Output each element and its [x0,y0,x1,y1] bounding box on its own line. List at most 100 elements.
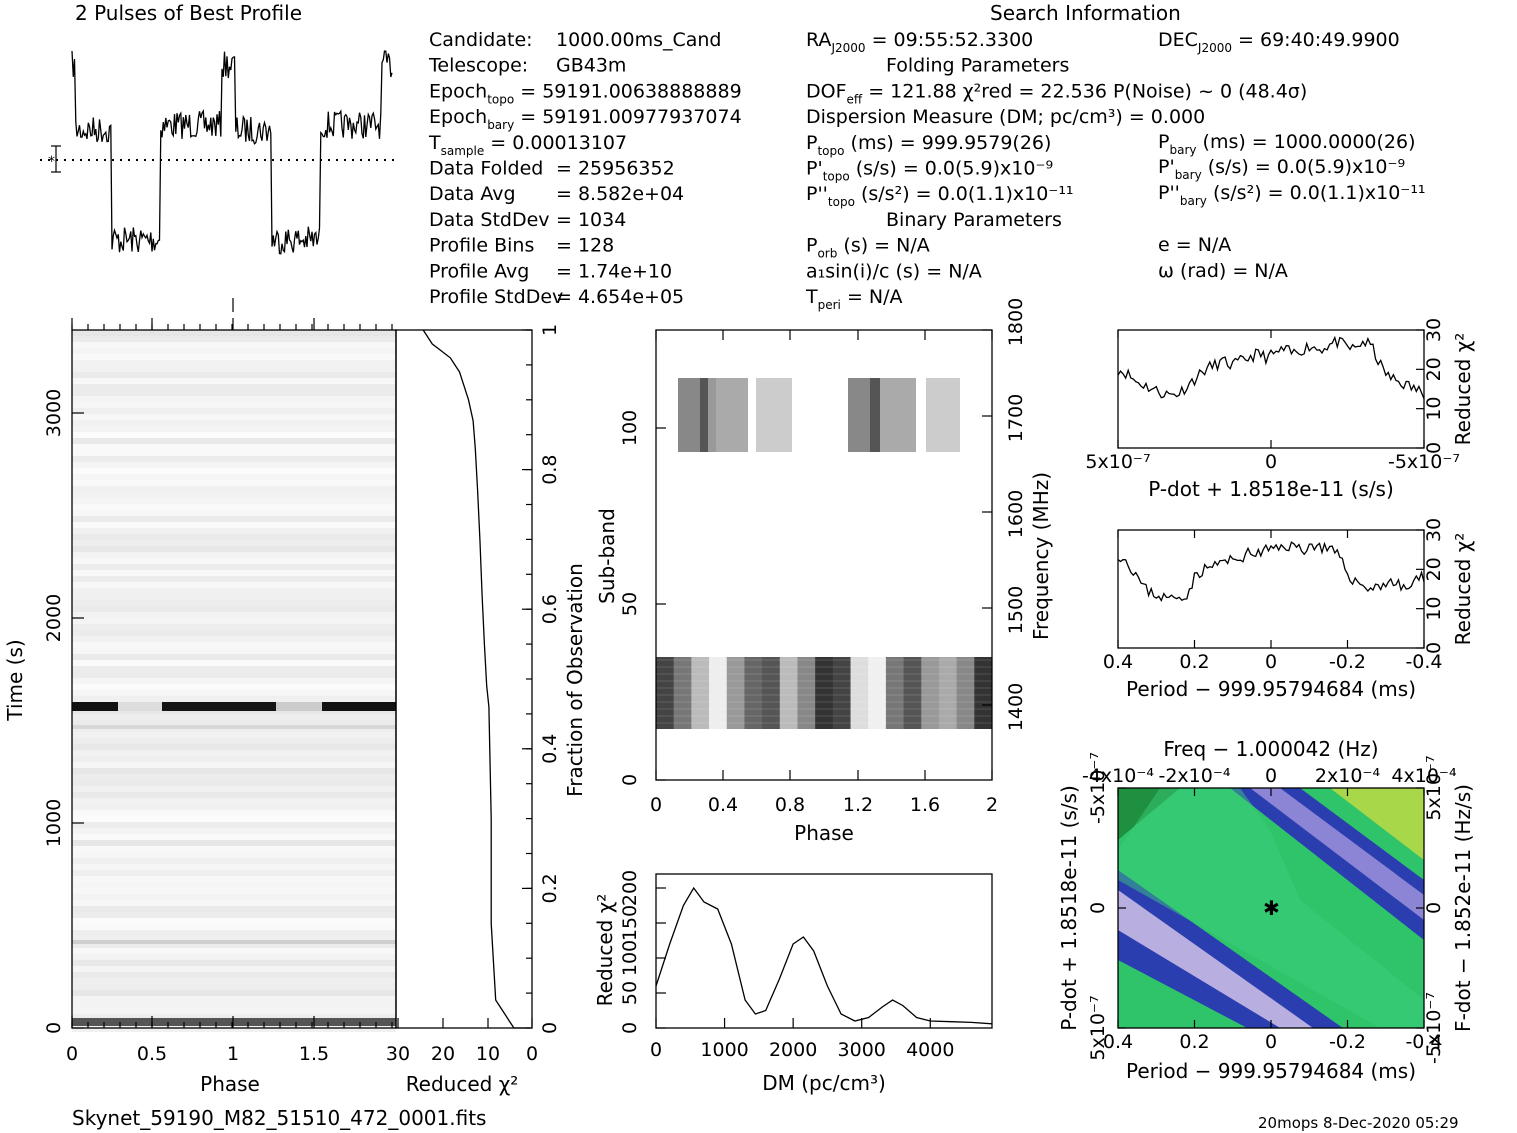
time-phase-ytick-0: 0 [43,1022,65,1034]
subband-y2tick-0: 1400 [1005,683,1027,731]
fraction-xtick-2: 10 [476,1043,500,1065]
info-col3-line-1: Pbary (ms) = 1000.0000(26) [1158,131,1416,157]
time-phase-xtick-3: 1.5 [299,1043,329,1065]
fraction-xtick-1: 20 [431,1043,455,1065]
dm-ytick-2: 100 [619,940,641,976]
fraction-ylabel: Fraction of Observation [563,563,587,797]
dm-xtick-1: 1000 [700,1039,748,1061]
timestamp: 20mops 8-Dec-2020 05:29 [1258,1114,1459,1132]
time-phase-xtick-2: 1 [227,1043,239,1065]
period-xlabel: Period − 999.95794684 (ms) [1126,677,1416,701]
subband-y2tick-3: 1700 [1005,394,1027,442]
subband-xtick-0: 0 [650,794,662,816]
subband-ylabel: Sub-band [595,508,619,604]
dm-ylabel: Reduced χ² [593,894,617,1007]
period-ytick-2: 20 [1423,557,1445,581]
fraction-ytick-2: 0.6 [539,594,561,624]
dm-xtick-2: 2000 [769,1039,817,1061]
info-col2-line-5: P'topo (s/s) = 0.0(5.9)x10⁻⁹ [806,158,1053,184]
error-bar-icon: * [48,145,61,173]
subband-y2tick-1: 1500 [1005,586,1027,634]
time-phase-ytick-3: 3000 [43,389,65,437]
dm-xtick-3: 3000 [838,1039,886,1061]
fraction-xtick-3: 0 [526,1043,538,1065]
info-col2-line-3: Dispersion Measure (DM; pc/cm³) = 0.000 [806,106,1205,128]
dm-xtick-0: 0 [650,1039,662,1061]
subband-y2tick-2: 1600 [1005,490,1027,538]
dm-ytick-4: 200 [619,870,641,906]
best-fit-marker-icon: ✱ [1263,896,1280,920]
ppd-y2tick-2: 5x10⁻⁷ [1423,755,1445,820]
info-col3-line-0: DECJ2000 = 69:40:49.9900 [1158,29,1400,55]
subband-xtick-1: 0.4 [708,794,738,816]
ppd-xtick-2: 0 [1265,1031,1277,1053]
info-col3-line-3: P''bary (s/s²) = 0.0(1.1)x10⁻¹¹ [1158,182,1426,208]
fraction-ytick-1: 0.4 [539,734,561,764]
subband-ytick-2: 100 [619,410,641,446]
svg-text:*: * [48,154,55,170]
period-ytick-3: 30 [1423,518,1445,542]
subband-xtick-3: 1.2 [843,794,873,816]
info-col2-line-7: Binary Parameters [886,209,1062,231]
pdot-xtick-2: -5x10⁻⁷ [1388,451,1460,473]
ppd-y2label: F-dot − 1.852e-11 (Hz/s) [1451,784,1475,1032]
pdot-xlabel: P-dot + 1.8518e-11 (s/s) [1148,477,1394,501]
pdot-xtick-1: 0 [1265,451,1277,473]
subband-xtick-2: 0.8 [775,794,805,816]
pdot-xtick-0: 5x10⁻⁷ [1085,451,1150,473]
info-col2-line-2: DOFeff = 121.88 χ²red = 22.536 P(Noise) … [806,80,1307,106]
dm-ytick-1: 50 [619,981,641,1005]
time-phase-ylabel: Time (s) [3,639,27,721]
info-col1-line-3: Epochbary = 59191.00977937074 [429,106,742,132]
pdot-ytick-2: 20 [1423,357,1445,381]
time-phase-ytick-2: 2000 [43,594,65,642]
period-xtick-2: 0 [1265,651,1277,673]
subband-ytick-1: 50 [619,592,641,616]
period-xtick-4: -0.4 [1405,651,1442,673]
ppd-ytick-1: 0 [1087,902,1109,914]
dm-xlabel: DM (pc/cm³) [762,1071,886,1095]
subband-xlabel: Phase [794,821,854,845]
search-info-table: Candidate: 1000.00ms_Cand Telescope: GB43m E… [428,29,1426,312]
ppd-ylabel: P-dot + 1.8518e-11 (s/s) [1057,785,1081,1031]
ppd-ytick-2: -5x10⁻⁷ [1087,752,1109,824]
subband-y2tick-4: 1800 [1005,298,1027,346]
time-phase-ytick-1: 1000 [43,799,65,847]
fraction-xlabel: Reduced χ² [406,1072,519,1096]
profile-title: 2 Pulses of Best Profile [75,1,302,25]
pdot-ytick-3: 30 [1423,318,1445,342]
period-ylabel: Reduced χ² [1451,533,1475,646]
pdot-ylabel: Reduced χ² [1451,333,1475,446]
ppd-ytick-0: 5x10⁻⁷ [1087,995,1109,1060]
pdot-ytick-1: 10 [1423,397,1445,421]
info-col3-line-4: e = N/A [1158,234,1231,256]
period-xtick-1: 0.2 [1179,651,1209,673]
dm-xtick-4: 4000 [906,1039,954,1061]
info-col1-line-6: Data Avg = 8.582e+04 [429,183,684,205]
subband-y2label: Frequency (MHz) [1029,472,1053,640]
time-phase-xlabel: Phase [200,1072,260,1096]
svg-text:0: 0 [539,1022,561,1034]
info-col2-line-9: a₁sin(i)/c (s) = N/A [806,260,982,282]
time-phase-xtick-0: 0 [66,1043,78,1065]
info-col2-line-0: RAJ2000 = 09:55:52.3300 [806,29,1033,55]
ppd-y2tick-1: 0 [1423,902,1445,914]
info-col2-line-6: P''topo (s/s²) = 0.0(1.1)x10⁻¹¹ [806,183,1074,209]
time-phase-xtick-1: 0.5 [137,1043,167,1065]
ppd-title: Freq − 1.000042 (Hz) [1163,737,1378,761]
subband-ytick-0: 0 [619,774,641,786]
subband-xtick-4: 1.6 [910,794,940,816]
p-pdot-plot: ✱ 0.4 0.2 0 -0.2 -0.4 -4x10⁻⁴ -2x10⁻⁴ 0 2x10⁻⁴ 4x… [1057,737,1475,1083]
subband-xtick-5: 2 [986,794,998,816]
info-col2-line-10: Tperi = N/A [805,286,903,312]
fraction-ytick-3: 0.8 [539,454,561,484]
ppd-xlabel: Period − 999.95794684 (ms) [1126,1059,1416,1083]
ppd-xtick-0: 0.4 [1103,1031,1133,1053]
ppd-xtick-3: -0.2 [1329,1031,1366,1053]
info-col1-line-1: Telescope: GB43m [428,55,626,77]
info-col1-line-8: Profile Bins = 128 [429,235,614,257]
